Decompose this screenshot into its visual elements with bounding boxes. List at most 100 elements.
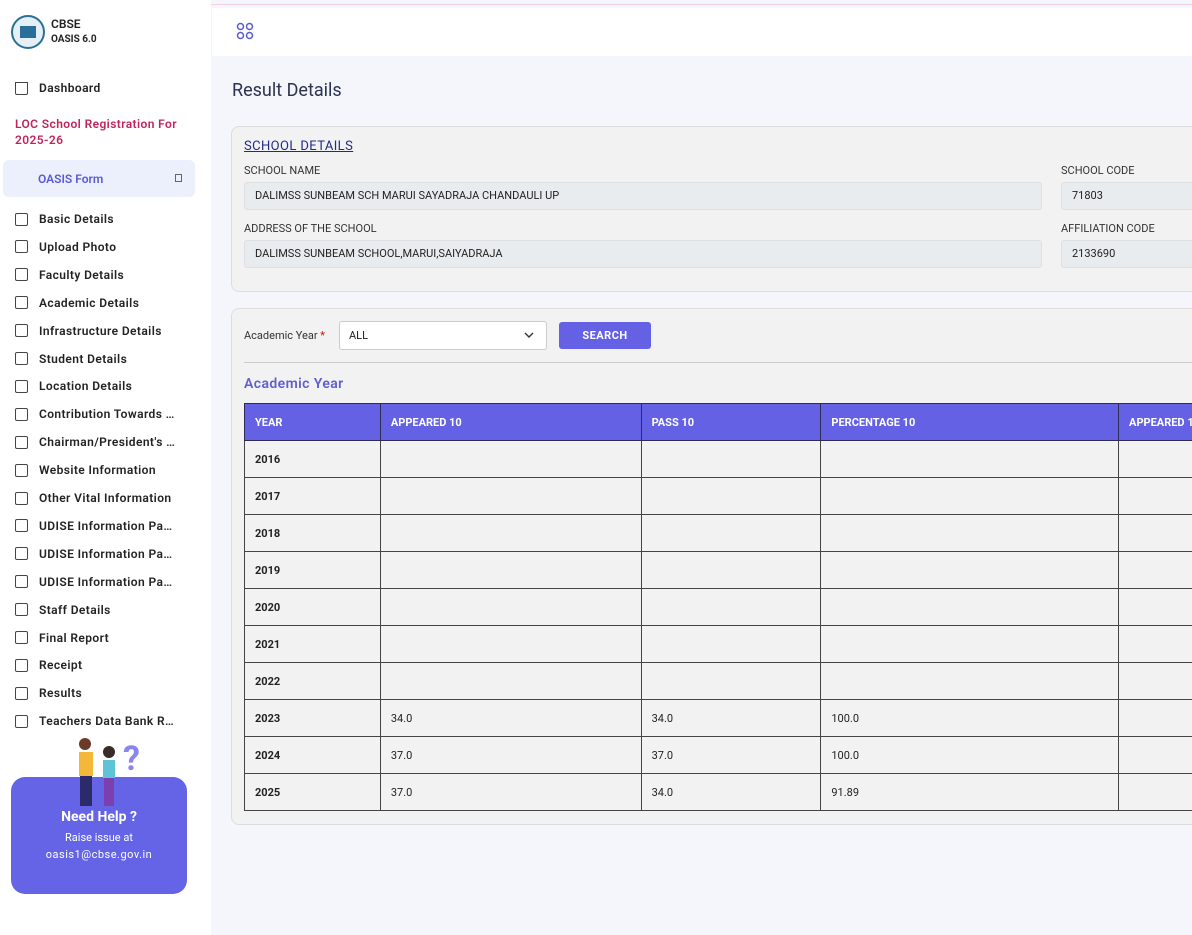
select-value: ALL	[349, 329, 369, 342]
table-row: 2025 37.0 34.0 91.89	[244, 773, 1192, 811]
sidebar: CBSE OASIS 6.0 Dashboard LOC School Regi…	[0, 0, 211, 935]
nav-item[interactable]: Results	[15, 686, 82, 700]
table-cell	[820, 662, 1120, 700]
table-cell: 37.0	[379, 773, 642, 811]
help-email[interactable]: oasis1@cbse.gov.in	[45, 848, 153, 861]
column-header: YEAR	[244, 403, 381, 441]
nav-item[interactable]: Contribution Towards …	[15, 407, 175, 421]
table-cell	[1118, 514, 1192, 552]
nav-text: Website Information	[39, 463, 156, 478]
table-cell	[1118, 551, 1192, 589]
nav-item[interactable]: Staff Details	[15, 603, 111, 617]
nav-text: Chairman/President's …	[39, 435, 176, 450]
table-cell	[640, 440, 822, 478]
table-cell	[820, 588, 1120, 626]
table-cell	[640, 625, 822, 663]
table-row: 2020	[244, 588, 1192, 626]
table-cell	[379, 662, 642, 700]
year-select[interactable]: ALL	[339, 321, 547, 350]
collapse-icon[interactable]	[175, 174, 182, 182]
search-label-text: Academic Year	[244, 329, 318, 342]
column-header: PASS 10	[640, 403, 822, 441]
nav-item[interactable]: Dashboard	[15, 81, 101, 95]
nav-icon	[15, 686, 28, 700]
table-cell	[1118, 736, 1192, 774]
nav-icon	[15, 324, 28, 338]
nav-item[interactable]: UDISE Information Pa…	[15, 575, 172, 589]
nav-item[interactable]: Infrastructure Details	[15, 324, 162, 338]
nav-icon	[15, 240, 28, 254]
column-header: APPEARED 10	[379, 403, 642, 441]
nav-text: Other Vital Information	[39, 491, 172, 505]
form-menu[interactable]: OASIS Form	[3, 160, 195, 197]
nav-item[interactable]: Basic Details	[15, 212, 114, 226]
nav-item[interactable]: Faculty Details	[15, 268, 124, 282]
table-cell: 100.0	[820, 736, 1120, 774]
school-heading: SCHOOL DETAILS	[244, 139, 354, 154]
help-illustration: ?	[79, 738, 140, 806]
table-cell: 34.0	[640, 699, 822, 737]
nav-icon	[15, 296, 28, 310]
nav-item[interactable]: Upload Photo	[15, 240, 116, 254]
top-line	[0, 0, 1192, 5]
nav-item[interactable]: Chairman/President's …	[15, 435, 175, 449]
nav-text: Academic Details	[39, 295, 140, 310]
nav-item[interactable]: Location Details	[15, 379, 132, 393]
table-cell: 2020	[244, 588, 381, 626]
nav-icon	[15, 407, 28, 421]
nav-item[interactable]: Final Report	[15, 631, 109, 645]
nav-item[interactable]: Academic Details	[15, 296, 139, 310]
field-label: SCHOOL NAME	[244, 164, 321, 177]
table-cell: 2019	[244, 551, 381, 589]
form-menu-text: OASIS Form	[38, 172, 104, 186]
table-cell: 37.0	[640, 736, 822, 774]
nav-text: Faculty Details	[39, 267, 125, 282]
table-cell	[820, 551, 1120, 589]
nav-item[interactable]: UDISE Information Pa…	[15, 519, 172, 533]
nav-icon	[15, 212, 28, 226]
table-cell: 37.0	[379, 736, 642, 774]
table-cell: 91.89	[820, 773, 1120, 811]
table-cell	[640, 514, 822, 552]
brand: CBSE	[51, 17, 81, 31]
table-row: 2021	[244, 625, 1192, 663]
table-row: 2022	[244, 662, 1192, 700]
nav-icon	[15, 519, 28, 533]
nav-item[interactable]: Receipt	[15, 658, 83, 672]
nav-text: Dashboard	[39, 81, 101, 95]
version: OASIS 6.0	[51, 34, 97, 45]
apps-icon[interactable]	[236, 22, 254, 40]
table-cell: 2024	[244, 736, 381, 774]
table-cell	[820, 477, 1120, 515]
table-cell	[820, 440, 1120, 478]
table-cell	[640, 551, 822, 589]
nav-item[interactable]: Student Details	[15, 352, 127, 366]
chevron	[524, 332, 534, 338]
table-cell	[1118, 699, 1192, 737]
nav-text: Upload Photo	[39, 239, 117, 254]
help-line: Raise issue at	[65, 831, 133, 844]
table-cell	[1118, 477, 1192, 515]
table-row: 2016	[244, 440, 1192, 478]
nav-item[interactable]: Other Vital Information	[15, 491, 172, 505]
page-title: Result Details	[232, 80, 342, 101]
nav-item[interactable]: UDISE Information Pa…	[15, 547, 172, 561]
table-cell	[820, 625, 1120, 663]
nav-icon	[15, 435, 28, 449]
field-value: DALIMSS SUNBEAM SCH MARUI SAYADRAJA CHAN…	[244, 182, 1042, 210]
table-cell	[640, 588, 822, 626]
nav-text: Receipt	[39, 658, 83, 673]
table-cell	[1118, 440, 1192, 478]
nav-text: Infrastructure Details	[39, 323, 162, 338]
nav-text: Final Report	[39, 630, 110, 645]
nav-icon	[15, 631, 28, 644]
nav-item[interactable]: Teachers Data Bank R…	[15, 714, 174, 728]
search-button[interactable]: SEARCH	[559, 322, 651, 349]
nav-item[interactable]: Website Information	[15, 463, 156, 477]
field-label: SCHOOL CODE	[1061, 164, 1135, 177]
logo	[11, 15, 45, 49]
help-box: Need Help ? Raise issue at oasis1@cbse.g…	[11, 777, 187, 894]
table-cell	[379, 440, 642, 478]
table-row: 2017	[244, 477, 1192, 515]
